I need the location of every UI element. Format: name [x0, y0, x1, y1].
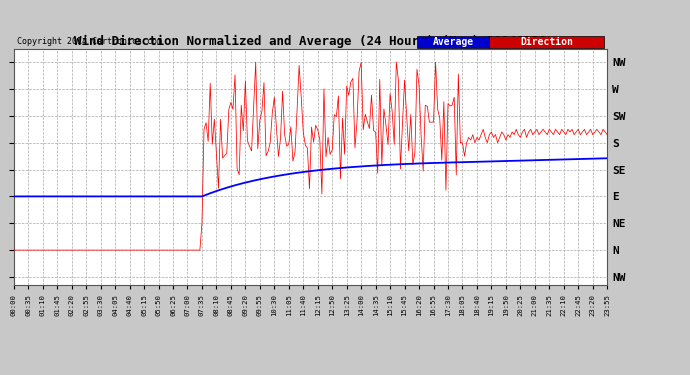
Title: Wind Direction Normalized and Average (24 Hours) (New) 20140330: Wind Direction Normalized and Average (2… [75, 34, 546, 48]
Text: Average: Average [433, 37, 473, 46]
Text: Copyright 2014 Cartronics.com: Copyright 2014 Cartronics.com [17, 38, 161, 46]
Text: Direction: Direction [520, 37, 573, 46]
FancyBboxPatch shape [489, 36, 604, 48]
FancyBboxPatch shape [417, 36, 489, 48]
